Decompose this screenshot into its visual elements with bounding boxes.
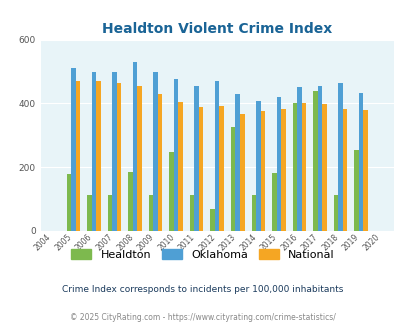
Bar	[210, 209, 214, 231]
Bar	[194, 86, 198, 231]
Bar	[96, 81, 100, 231]
Bar	[296, 87, 301, 231]
Bar	[219, 106, 224, 231]
Bar	[337, 82, 342, 231]
Bar	[173, 79, 178, 231]
Bar	[214, 81, 219, 231]
Text: © 2025 CityRating.com - https://www.cityrating.com/crime-statistics/: © 2025 CityRating.com - https://www.city…	[70, 313, 335, 322]
Bar	[137, 86, 141, 231]
Bar	[92, 73, 96, 231]
Bar	[342, 109, 346, 231]
Bar	[132, 62, 137, 231]
Bar	[353, 150, 358, 231]
Title: Healdton Violent Crime Index: Healdton Violent Crime Index	[102, 22, 332, 36]
Bar	[301, 103, 305, 231]
Bar	[260, 111, 264, 231]
Bar	[358, 93, 362, 231]
Bar	[276, 97, 280, 231]
Bar	[321, 104, 326, 231]
Text: Crime Index corresponds to incidents per 100,000 inhabitants: Crime Index corresponds to incidents per…	[62, 285, 343, 294]
Bar	[239, 114, 244, 231]
Bar	[178, 102, 183, 231]
Bar	[256, 102, 260, 231]
Bar	[66, 174, 71, 231]
Bar	[230, 127, 235, 231]
Bar	[149, 195, 153, 231]
Legend: Healdton, Oklahoma, National: Healdton, Oklahoma, National	[67, 245, 338, 264]
Bar	[362, 110, 367, 231]
Bar	[251, 195, 256, 231]
Bar	[280, 109, 285, 231]
Bar	[190, 195, 194, 231]
Bar	[292, 103, 296, 231]
Bar	[271, 173, 276, 231]
Bar	[198, 107, 203, 231]
Bar	[112, 73, 117, 231]
Bar	[71, 68, 75, 231]
Bar	[158, 94, 162, 231]
Bar	[153, 72, 158, 231]
Bar	[107, 195, 112, 231]
Bar	[128, 172, 132, 231]
Bar	[87, 195, 92, 231]
Bar	[333, 195, 337, 231]
Bar	[317, 86, 321, 231]
Bar	[169, 152, 173, 231]
Bar	[117, 82, 121, 231]
Bar	[312, 91, 317, 231]
Bar	[235, 94, 239, 231]
Bar	[75, 82, 80, 231]
